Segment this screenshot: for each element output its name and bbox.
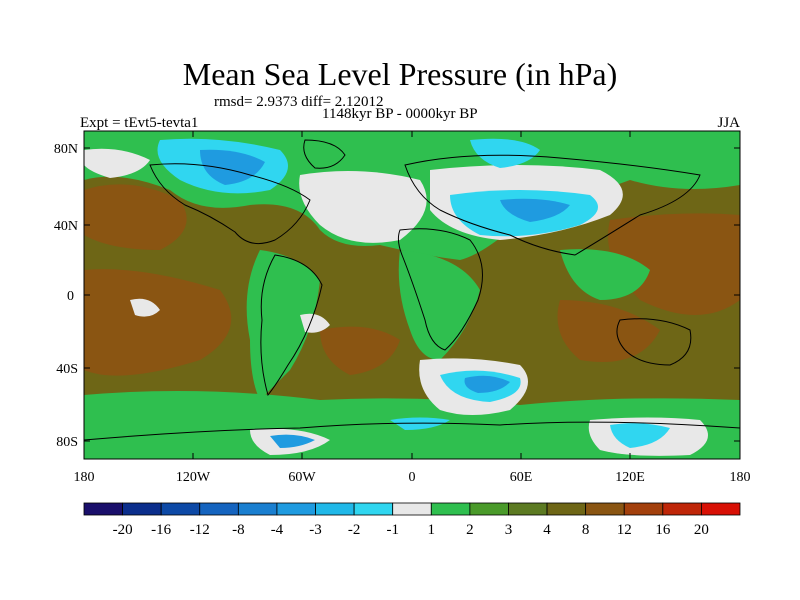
lat-tick-label: 80S <box>56 435 78 450</box>
experiment-label: Expt = tEvt5-tevta1 <box>80 115 199 131</box>
colorbar-swatch <box>83 502 123 516</box>
pressure-low-antarctic-west <box>270 434 315 448</box>
colorbar-swatch <box>276 502 316 516</box>
pressure-neutral-patch-a <box>300 313 330 333</box>
lon-tick-label: 180 <box>730 470 751 485</box>
colorbar-swatch <box>353 502 394 516</box>
colorbar-label: 16 <box>655 522 671 538</box>
colorbar-label: -3 <box>309 522 322 538</box>
pressure-field <box>84 131 740 459</box>
colorbar-label: -8 <box>232 522 245 538</box>
lat-tick-label: 40S <box>56 362 78 377</box>
season-label: JJA <box>717 115 740 131</box>
colorbar-swatch <box>160 502 201 516</box>
colorbar-swatch <box>430 502 471 516</box>
plot-title: Mean Sea Level Pressure (in hPa) <box>182 56 618 92</box>
lon-tick-label: 60E <box>510 470 533 485</box>
lat-tick-label: 0 <box>67 289 74 304</box>
pressure-neutral-patch-b <box>130 298 160 317</box>
pressure-band-maritime <box>560 249 650 300</box>
lon-tick-label: 60W <box>288 470 316 485</box>
colorbar-swatch <box>662 502 702 516</box>
coast-antarctica <box>84 421 740 441</box>
lon-tick-label: 120E <box>615 470 645 485</box>
coast-south-america <box>260 254 323 397</box>
axis-ticks <box>83 131 741 459</box>
colorbar-label: -16 <box>151 522 171 538</box>
colorbar-label: 1 <box>428 522 436 538</box>
stats-text: rmsd= 2.9373 diff= 2.12012 <box>214 94 384 110</box>
coast-africa <box>397 228 483 351</box>
colorbar-label: 8 <box>582 522 590 538</box>
pressure-high-west-pacific-south <box>84 269 232 376</box>
colorbar-label: 2 <box>466 522 474 538</box>
lon-tick-label: 120W <box>176 470 211 485</box>
pressure-neutral-north-pacific <box>84 148 150 178</box>
pressure-high-north-pacific <box>84 184 187 250</box>
pressure-band-south-america <box>246 250 320 400</box>
colorbar-swatch <box>237 502 278 516</box>
pressure-low-asia-core <box>500 198 570 222</box>
colorbar-label: 20 <box>694 522 709 538</box>
colorbar-label: -12 <box>190 522 210 538</box>
colorbar-label: -2 <box>348 522 361 538</box>
coast-australia <box>616 318 692 366</box>
coast-greenland <box>303 139 346 169</box>
lon-tick-label: 0 <box>409 470 416 485</box>
period-text: 1148kyr BP - 0000kyr BP <box>322 106 478 122</box>
colorbar-swatch <box>508 502 548 516</box>
colorbar-label: -20 <box>113 522 133 538</box>
pressure-neutral-north-atlantic <box>299 171 427 243</box>
lat-tick-label: 80N <box>54 142 78 157</box>
colorbar-swatch <box>585 502 625 516</box>
lat-tick-label: 40N <box>54 219 78 234</box>
colorbar-swatch <box>623 502 664 516</box>
coast-north-america <box>149 163 311 245</box>
colorbar-label: 3 <box>505 522 513 538</box>
colorbar-swatch <box>701 502 741 516</box>
colorbar-swatch <box>199 502 239 516</box>
colorbar-label: -4 <box>271 522 284 538</box>
colorbar-swatch <box>122 502 162 516</box>
pressure-high-atlantic-south <box>320 326 400 375</box>
pressure-low-antarctic-east <box>610 423 670 448</box>
coast-europe-asia <box>404 154 701 256</box>
colorbar-label: 4 <box>543 522 551 538</box>
pressure-high-east-pacific <box>608 213 740 315</box>
pressure-low-ross-sea <box>390 417 450 430</box>
pressure-low-south-atlantic-core <box>464 375 510 393</box>
colorbar-swatch <box>392 502 432 516</box>
lon-tick-label: 180 <box>74 470 95 485</box>
colorbar-label: 12 <box>617 522 632 538</box>
colorbar-swatch <box>546 502 587 516</box>
colorbar-swatch <box>315 502 355 516</box>
colorbar: -20 -16 -12 -8 -4 -3 -2 -1 1 2 3 4 8 12 16 20 <box>83 502 741 538</box>
pressure-low-arctic-core <box>200 149 265 185</box>
pressure-low-arctic-siberia <box>470 138 540 168</box>
colorbar-label: -1 <box>386 522 399 538</box>
pressure-high-indian <box>557 300 660 362</box>
colorbar-swatch <box>469 502 509 516</box>
coastlines <box>84 139 740 441</box>
